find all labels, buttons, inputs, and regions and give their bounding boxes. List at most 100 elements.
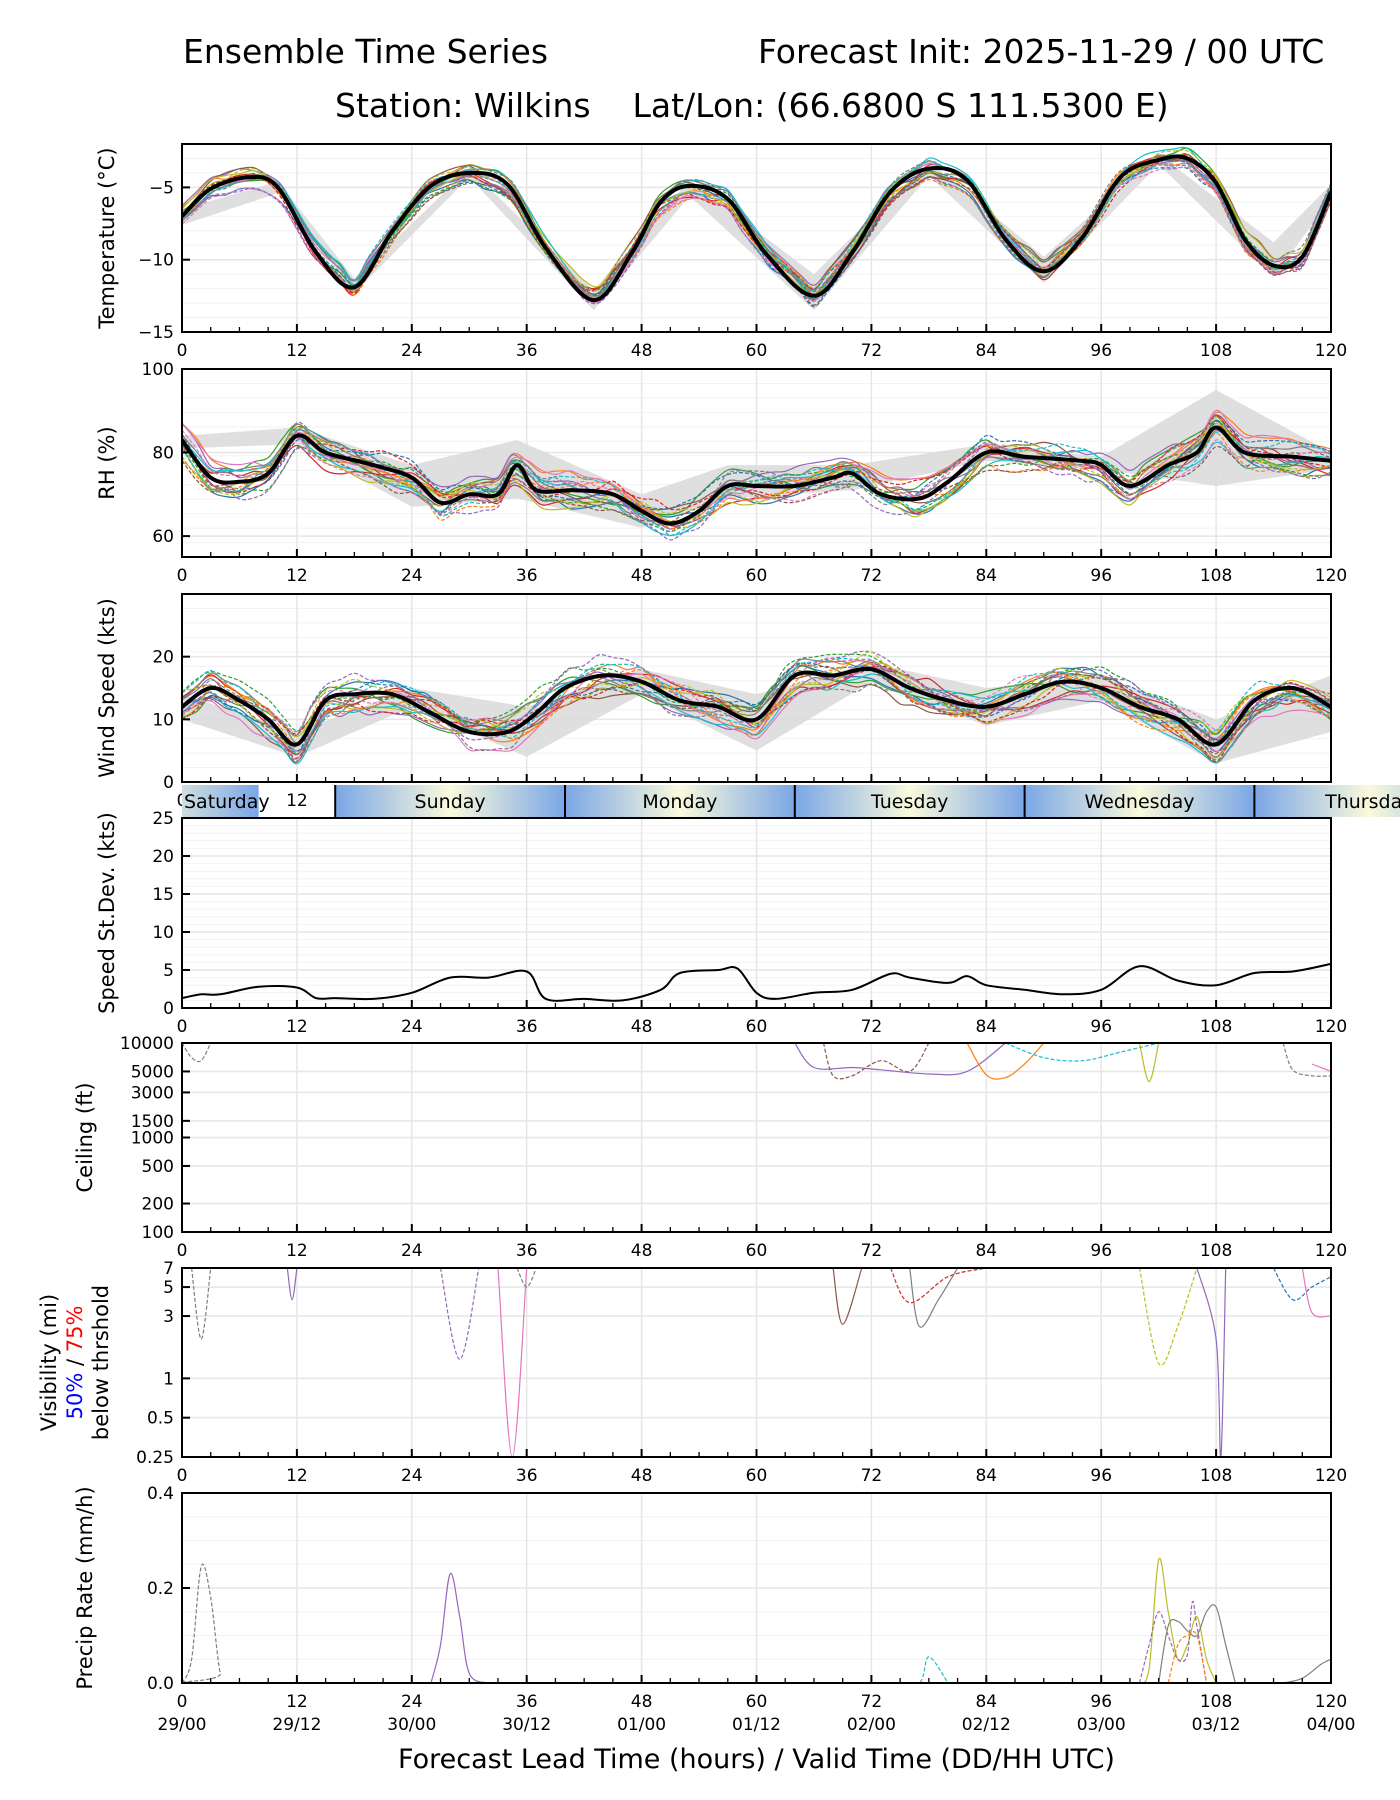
y-tick-label: 15 xyxy=(152,885,174,905)
valid-time-label: 30/12 xyxy=(502,1715,551,1735)
y-axis-label: Speed St.Dev. (kts) xyxy=(95,812,119,1014)
x-tick-label: 48 xyxy=(631,1466,653,1486)
ensemble-member-line xyxy=(182,427,1331,533)
y-tick-label: 3000 xyxy=(131,1083,174,1103)
ensemble-member-line xyxy=(1138,1268,1198,1366)
ensemble-member-line xyxy=(182,422,1331,522)
y-tick-label: 10000 xyxy=(120,1034,174,1054)
y-tick-label: 5 xyxy=(163,1278,174,1298)
ensemble-mean-line xyxy=(182,154,1331,303)
ensemble-member-line xyxy=(182,657,1331,733)
valid-time-label: 30/00 xyxy=(387,1715,436,1735)
y-tick-label: 100 xyxy=(142,1223,174,1243)
ensemble-member-line xyxy=(1138,1043,1160,1083)
ensemble-member-line xyxy=(1282,1658,1331,1683)
panel-speed-stdev: 0 5 10 15 20 25 0 12 24 36 48 60 72 84 96 108 120 Speed S… xyxy=(95,809,1347,1037)
x-tick-label: 0 xyxy=(177,1466,188,1486)
ensemble-member-line xyxy=(182,662,1331,759)
y-tick-label: 0.2 xyxy=(147,1579,174,1599)
ensemble-member-line xyxy=(182,1563,1331,1683)
ensemble-member-line xyxy=(191,1268,212,1340)
y-tick-label: 1000 xyxy=(131,1129,174,1149)
y-axis-label: Wind Speed (kts) xyxy=(95,598,119,778)
x-tick-label: 48 xyxy=(631,566,653,586)
x-tick-label: 24 xyxy=(401,1241,423,1261)
station-subtitle: Station: Wilkins Lat/Lon: (66.6800 S 111… xyxy=(335,86,1169,125)
ensemble-member-line xyxy=(1167,1631,1208,1683)
day-segment xyxy=(335,785,565,817)
x-tick-label: 36 xyxy=(516,1241,538,1261)
ensemble-member-line xyxy=(182,163,1331,298)
ensemble-member-line xyxy=(890,1268,987,1304)
ensemble-member-line xyxy=(182,651,1331,749)
x-tick-label: 60 xyxy=(746,1466,768,1486)
x-tick-label: 96 xyxy=(1090,1466,1112,1486)
ensemble-member-line xyxy=(182,416,1331,511)
ensemble-member-line xyxy=(794,1043,1006,1076)
forecast-init: Forecast Init: 2025-11-29 / 00 UTC xyxy=(758,32,1325,71)
x-tick-label: 60 xyxy=(746,1017,768,1037)
y-axis-label: Visibility (mi) xyxy=(37,1294,61,1431)
chart-title: Ensemble Time Series xyxy=(183,32,549,71)
day-label: Wednesday xyxy=(1084,791,1194,813)
x-tick-label: 60 xyxy=(746,1241,768,1261)
y-tick-label: −5 xyxy=(149,178,174,198)
x-tick-label: 24 xyxy=(401,1692,423,1712)
ensemble-member-line xyxy=(516,1268,537,1288)
ensemble-member-line xyxy=(182,154,1331,294)
x-tick-label: 84 xyxy=(975,1017,997,1037)
day-segment xyxy=(794,785,1025,817)
ensemble-member-line xyxy=(286,1268,298,1301)
y-tick-label: 20 xyxy=(152,847,174,867)
ensemble-mean-line xyxy=(182,666,1331,747)
ensemble-member-line xyxy=(1282,1043,1331,1077)
y-tick-label: 10 xyxy=(152,710,174,730)
x-tick-label: 120 xyxy=(1315,1017,1347,1037)
ensemble-member-line xyxy=(182,662,1331,753)
x-tick-label: 36 xyxy=(516,1017,538,1037)
ensemble-member-line xyxy=(832,1268,863,1325)
legend-75pct: 75% xyxy=(63,1306,87,1353)
valid-time-label: 02/00 xyxy=(847,1715,896,1735)
day-label: Sunday xyxy=(415,791,486,813)
x-tick-label: 0 xyxy=(177,1692,188,1712)
x-tick-label: 96 xyxy=(1090,566,1112,586)
day-segment xyxy=(1024,785,1255,817)
x-tick-label: 0 xyxy=(177,1017,188,1037)
y-tick-label: 0.25 xyxy=(136,1448,174,1468)
y-tick-label: 60 xyxy=(152,527,174,547)
x-tick-label: 84 xyxy=(975,1241,997,1261)
legend-sep: / xyxy=(63,1352,87,1372)
x-tick-label: 108 xyxy=(1200,1241,1232,1261)
x-tick-label: 108 xyxy=(1200,1692,1232,1712)
ensemble-member-line xyxy=(182,657,1331,755)
x-tick-label: 84 xyxy=(975,1692,997,1712)
ensemble-member-line xyxy=(182,665,1331,737)
y-tick-label: 10 xyxy=(152,923,174,943)
ensemble-member-line xyxy=(182,146,1331,298)
valid-time-label: 03/00 xyxy=(1077,1715,1126,1735)
x-axis-label: Forecast Lead Time (hours) / Valid Time … xyxy=(398,1744,1115,1775)
valid-time-label: 04/00 xyxy=(1307,1715,1356,1735)
x-tick-label: 84 xyxy=(975,341,997,361)
x-tick-label: 60 xyxy=(746,1692,768,1712)
ensemble-member-line xyxy=(182,429,1331,524)
ensemble-member-line xyxy=(1311,1063,1331,1072)
x-tick-label: 108 xyxy=(1200,566,1232,586)
x-tick-label: 60 xyxy=(746,341,768,361)
valid-time-label: 29/00 xyxy=(158,1715,207,1735)
y-tick-label: 0 xyxy=(163,999,174,1019)
x-tick-label: 12 xyxy=(286,1017,308,1037)
x-tick-label: 36 xyxy=(516,1466,538,1486)
ensemble-member-line xyxy=(1138,1600,1208,1683)
x-tick-label: 60 xyxy=(746,566,768,586)
ensemble-member-line xyxy=(182,416,1331,514)
y-tick-label: 1500 xyxy=(131,1112,174,1132)
panel-visibility: 0.25 0.5 1 3 57 0 12 24 36 48 60 72 84 96 108 120 Visibi… xyxy=(37,1259,1347,1486)
ensemble-member-line xyxy=(1139,1557,1217,1683)
y-tick-label: −15 xyxy=(138,323,174,343)
day-band: Saturday Sunday Monday Tuesday Wednesday Thur… xyxy=(182,785,1400,817)
ensemble-member-line xyxy=(182,426,1331,536)
